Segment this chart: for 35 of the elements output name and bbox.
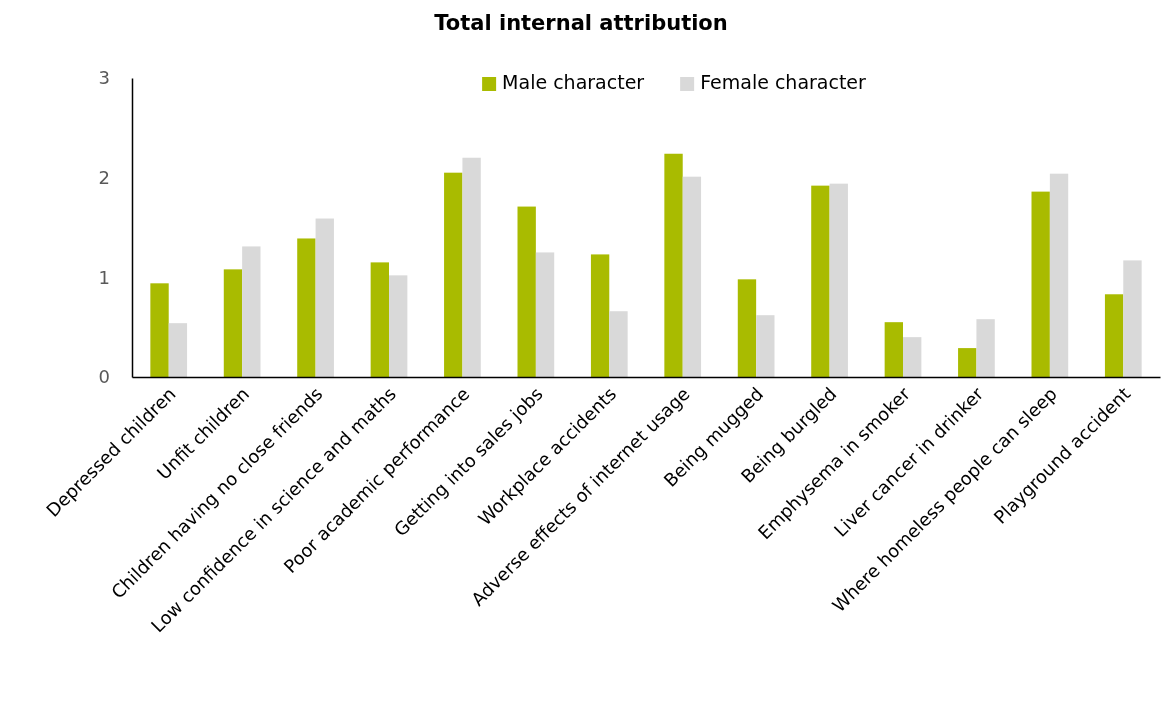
bar	[1104, 294, 1124, 377]
bar	[609, 311, 628, 377]
chart-title: Total internal attribution	[434, 11, 728, 35]
bar	[756, 315, 775, 377]
legend-label: Male character	[502, 71, 645, 93]
bar	[535, 252, 555, 377]
bar	[829, 183, 848, 377]
y-tick-label: 1	[98, 266, 110, 288]
bar	[682, 176, 702, 377]
bar	[517, 206, 536, 377]
bar	[903, 337, 922, 377]
bar	[370, 262, 389, 377]
y-tick-label: 2	[98, 166, 110, 188]
bar	[315, 218, 334, 377]
bar	[150, 283, 169, 377]
legend-label: Female character	[700, 71, 867, 93]
bar	[976, 319, 995, 377]
bar	[223, 269, 243, 377]
bar	[168, 323, 188, 377]
bar	[462, 157, 481, 377]
bar	[389, 275, 408, 377]
bar	[242, 246, 261, 377]
bar	[444, 172, 463, 377]
y-tick-label: 3	[98, 67, 110, 89]
bar	[1049, 173, 1069, 377]
bar	[884, 322, 903, 377]
bar	[664, 153, 683, 377]
bar	[590, 254, 610, 377]
bar	[811, 185, 830, 377]
bar	[1031, 191, 1050, 377]
bar	[737, 279, 757, 377]
y-tick-label: 0	[98, 366, 110, 388]
bar	[297, 238, 316, 377]
bar	[1123, 260, 1142, 377]
bar	[958, 348, 977, 377]
